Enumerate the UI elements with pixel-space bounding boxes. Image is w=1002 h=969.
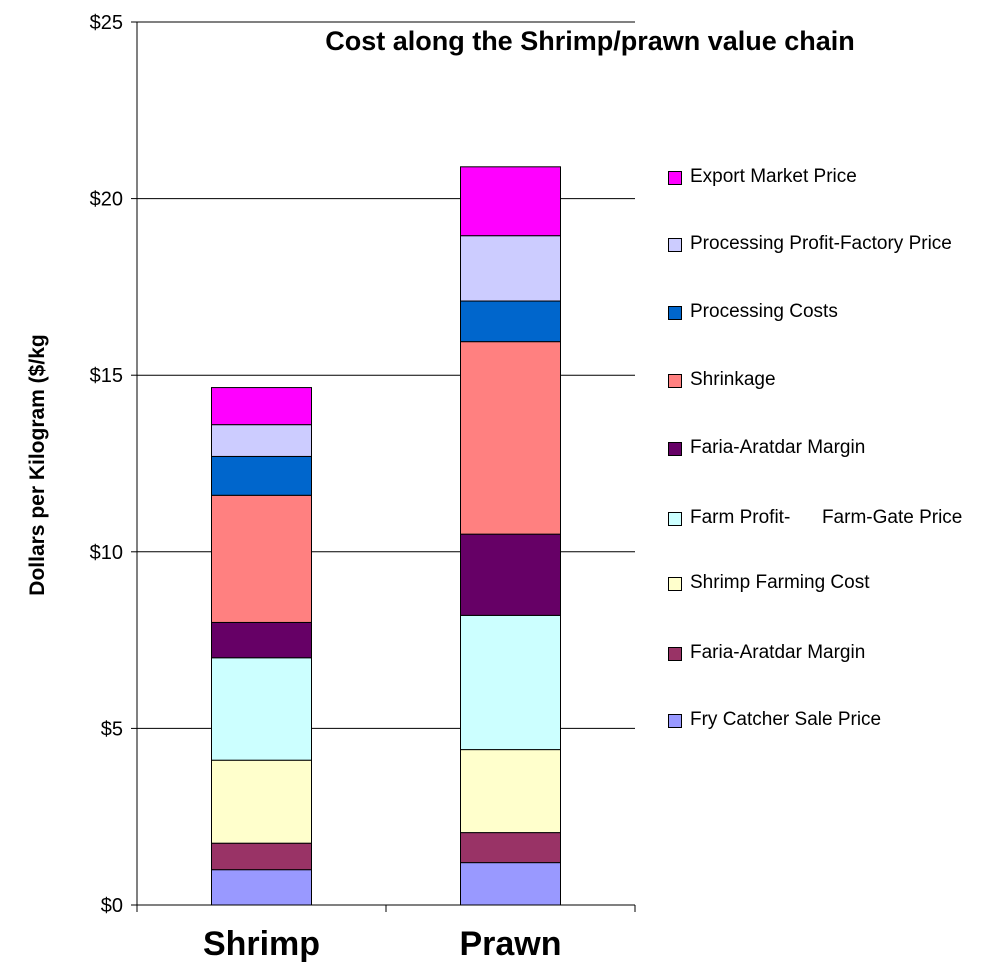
legend-swatch: [668, 374, 682, 388]
bar-segment: [211, 424, 312, 457]
legend-label: Faria-Aratdar Margin: [690, 642, 866, 663]
legend-swatch: [668, 238, 682, 252]
x-tick-label: Shrimp: [203, 925, 320, 963]
legend-label: Processing Costs: [690, 301, 838, 322]
legend-swatch: [668, 442, 682, 456]
legend-label: Farm Profit- Farm-Gate Price: [690, 507, 963, 528]
bar-segment: [460, 832, 561, 864]
bar-segment: [460, 341, 561, 535]
legend-label: Shrimp Farming Cost: [690, 572, 870, 593]
y-axis-label: Dollars per Kilogram ($/kg: [26, 334, 49, 595]
bar-segment: [211, 657, 312, 761]
bar-segment: [211, 494, 312, 623]
bar-segment: [460, 300, 561, 343]
bar-segment: [211, 842, 312, 871]
y-tick-label: $5: [101, 718, 123, 740]
bar-segment: [211, 759, 312, 844]
legend-swatch: [668, 171, 682, 185]
bar-segment: [211, 387, 312, 426]
bar-segment: [460, 749, 561, 834]
legend-item: Processing Profit-Factory Price: [668, 230, 978, 258]
bar-segment: [460, 862, 561, 906]
bar-segment: [211, 869, 312, 906]
legend-item: Processing Costs: [668, 298, 978, 326]
y-tick-label: $10: [90, 542, 123, 564]
legend-swatch: [668, 306, 682, 320]
bar-segment: [460, 614, 561, 751]
legend-swatch: [668, 577, 682, 591]
legend-item: Export Market Price: [668, 163, 978, 191]
legend-item: Shrimp Farming Cost: [668, 569, 978, 597]
legend-label: Fry Catcher Sale Price: [690, 709, 882, 730]
bar-segment: [460, 533, 561, 616]
x-tick-label: Prawn: [459, 925, 561, 963]
bar-segment: [211, 455, 312, 496]
bar-segment: [211, 621, 312, 659]
legend-swatch: [668, 512, 682, 526]
legend-item: Farm Profit- Farm-Gate Price: [668, 504, 978, 532]
legend-label: Export Market Price: [690, 166, 857, 187]
legend-item: Fry Catcher Sale Price: [668, 706, 978, 734]
y-tick-label: $15: [90, 365, 123, 387]
legend-label: Faria-Aratdar Margin: [690, 437, 866, 458]
legend-label: Shrinkage: [690, 369, 776, 390]
legend-item: Shrinkage: [668, 366, 978, 394]
y-tick-label: $20: [90, 189, 123, 211]
bar-segment: [460, 166, 561, 237]
legend-swatch: [668, 647, 682, 661]
legend-item: Faria-Aratdar Margin: [668, 434, 978, 462]
bar-segment: [460, 235, 561, 302]
legend-swatch: [668, 714, 682, 728]
legend-item: Faria-Aratdar Margin: [668, 639, 978, 667]
y-tick-label: $25: [90, 12, 123, 34]
legend-label: Processing Profit-Factory Price: [690, 233, 952, 254]
chart-title: Cost along the Shrimp/prawn value chain: [325, 26, 855, 56]
y-tick-label: $0: [101, 895, 123, 917]
